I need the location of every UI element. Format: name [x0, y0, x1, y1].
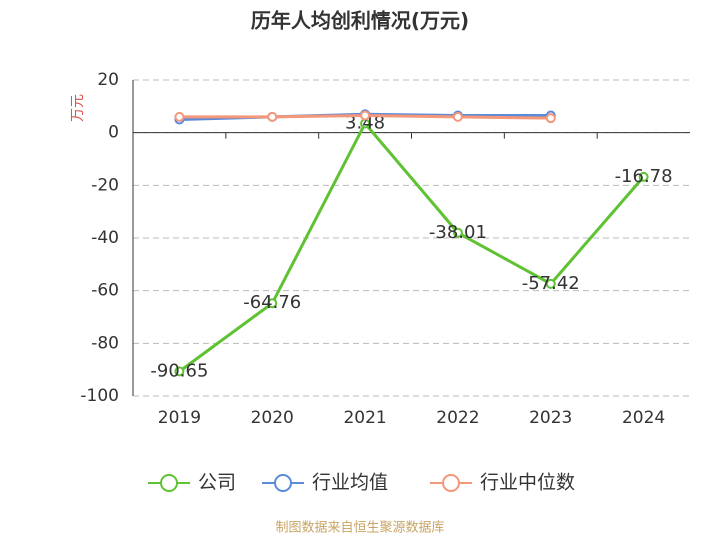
y-tick-label: -100 — [80, 386, 119, 406]
x-tick-label: 2021 — [343, 408, 386, 428]
point — [174, 366, 185, 377]
point — [267, 298, 278, 309]
x-tick-label: 2022 — [436, 408, 479, 428]
x-tick-label: 2020 — [251, 408, 294, 428]
data-label: -64.76 — [243, 292, 301, 313]
legend-marker — [442, 474, 460, 492]
point — [545, 278, 556, 289]
y-tick-label: 0 — [108, 123, 119, 143]
series-line — [178, 120, 645, 373]
data-label: -16.78 — [615, 166, 673, 187]
data-label: -38.01 — [429, 222, 487, 243]
point — [638, 171, 649, 182]
y-tick-label: 20 — [97, 70, 119, 90]
x-tick-label: 2023 — [529, 408, 572, 428]
y-axis-label: 万元 — [70, 94, 86, 122]
legend-marker — [160, 474, 178, 492]
y-tick-label: -80 — [91, 333, 119, 353]
data-label: -90.65 — [150, 360, 208, 381]
y-tick-label: -60 — [91, 281, 119, 301]
point — [174, 111, 185, 122]
y-tick-label: -40 — [91, 228, 119, 248]
point — [267, 111, 278, 122]
legend-marker — [274, 474, 292, 492]
x-tick-label: 2019 — [158, 408, 201, 428]
data-label: 3.48 — [345, 113, 385, 134]
y-tick-label: -20 — [91, 175, 119, 195]
legend-label: 行业均值 — [312, 472, 388, 494]
x-tick-label: 2024 — [622, 408, 665, 428]
source-note: 制图数据来自恒生聚源数据库 — [275, 520, 444, 536]
data-label: -57.42 — [522, 273, 580, 294]
legend-label: 行业中位数 — [480, 472, 575, 494]
point — [545, 113, 556, 124]
chart-title: 历年人均创利情况(万元) — [251, 9, 469, 33]
legend-label: 公司 — [198, 472, 236, 494]
point — [452, 227, 463, 238]
point — [452, 111, 463, 122]
point — [360, 110, 371, 121]
